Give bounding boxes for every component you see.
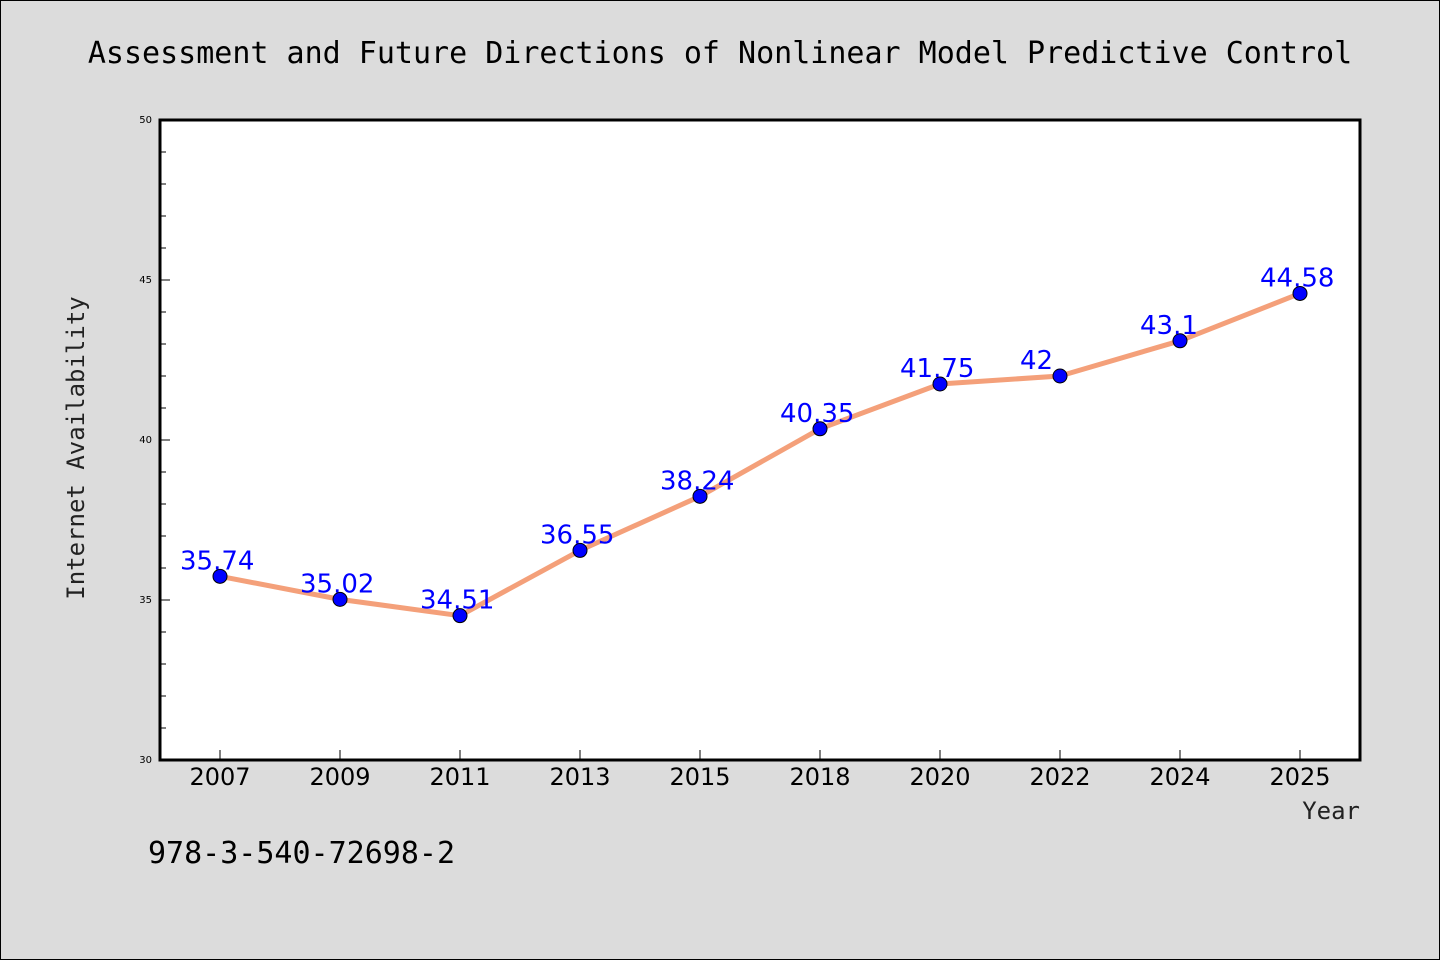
data-point: [812, 421, 828, 437]
data-point: [452, 608, 468, 624]
x-axis-label: Year: [1302, 797, 1360, 825]
data-markers: [212, 285, 1308, 624]
data-point: [692, 488, 708, 504]
data-label: 35.74: [180, 546, 254, 576]
x-tick-label: 2018: [789, 763, 850, 791]
series-line: [219, 291, 1301, 619]
x-tick-label: 2022: [1029, 763, 1090, 791]
x-tick-label: 2007: [189, 763, 250, 791]
data-point: [1052, 368, 1068, 384]
data-label: 35.02: [300, 569, 374, 599]
y-tick-label: 40: [139, 435, 152, 446]
data-point: [1172, 333, 1188, 349]
data-label: 38.24: [660, 466, 734, 496]
data-point: [212, 568, 228, 584]
data-label: 40.35: [780, 399, 854, 429]
data-point: [572, 542, 588, 558]
isbn-text: 978-3-540-72698-2: [148, 836, 455, 871]
x-tick-label: 2013: [549, 763, 610, 791]
data-label: 41.75: [900, 354, 974, 384]
x-axis: 2007 2009 2011 2013 2015 2018 2020 2022 2024 2025: [189, 750, 1331, 791]
x-tick-label: 2024: [1149, 763, 1210, 791]
data-label: 36.55: [540, 520, 614, 550]
x-tick-label: 2011: [429, 763, 490, 791]
data-point: [932, 376, 948, 392]
data-point: [1292, 285, 1308, 301]
data-labels: 35.74 35.02 34.51 36.55 38.24 40.35 41.75 42 43.…: [180, 263, 1334, 615]
x-tick-label: 2025: [1269, 763, 1330, 791]
x-tick-label: 2015: [669, 763, 730, 791]
data-label: 44.58: [1260, 263, 1334, 293]
y-axis-label: Internet Availability: [62, 296, 90, 599]
y-tick-label: 50: [139, 115, 152, 126]
y-tick-label: 45: [139, 275, 152, 286]
y-tick-label: 35: [139, 595, 152, 606]
plot-area: [158, 118, 1362, 762]
chart-title: Assessment and Future Directions of Nonl…: [88, 36, 1352, 71]
y-tick-label: 30: [139, 755, 152, 766]
data-point: [332, 591, 348, 607]
y-axis: 30 35 40 45 50: [139, 115, 170, 766]
x-tick-label: 2020: [909, 763, 970, 791]
data-label: 43.1: [1140, 311, 1198, 341]
data-label: 42: [1020, 346, 1053, 376]
data-label: 34.51: [420, 586, 494, 616]
x-tick-label: 2009: [309, 763, 370, 791]
